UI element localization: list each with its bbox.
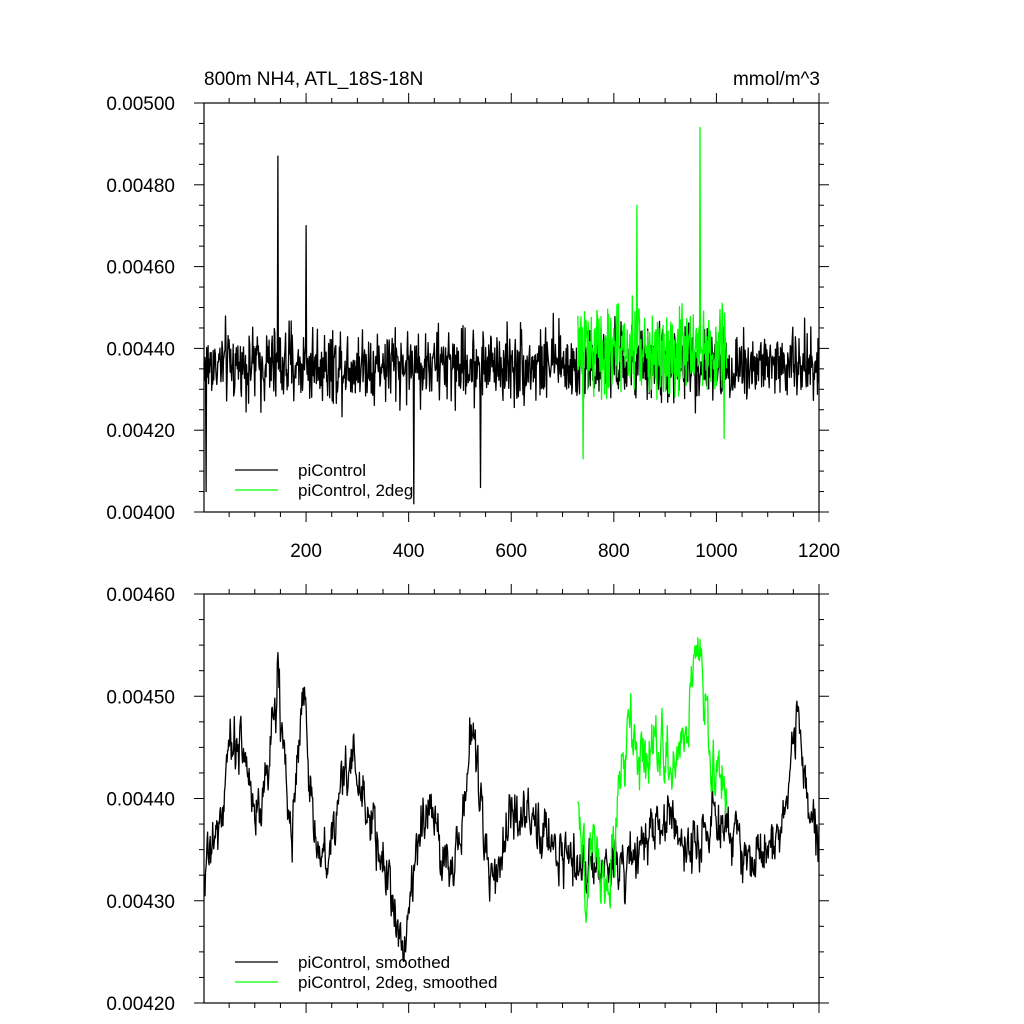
x-tick-label: 400 xyxy=(393,541,425,562)
top-ticks: 200 400 600 800 1000 1200 0.00400 0.00420 0.0044… xyxy=(106,93,840,562)
y-tick-label: 0.00460 xyxy=(106,585,175,606)
series-line-picontrol-smoothed xyxy=(203,651,820,963)
legend-label-picontrol-2deg-smoothed: piControl, 2deg, smoothed xyxy=(298,973,497,992)
y-tick-label: 0.00450 xyxy=(106,687,175,708)
y-tick-label: 0.00400 xyxy=(106,503,175,524)
series-line-picontrol-2deg xyxy=(577,126,728,460)
top-series-group xyxy=(203,126,820,505)
x-tick-label: 200 xyxy=(290,541,322,562)
legend-label-picontrol-2deg: piControl, 2deg xyxy=(298,481,413,500)
legend-label-picontrol-smoothed: piControl, smoothed xyxy=(298,953,450,972)
top-legend: piControl piControl, 2deg xyxy=(235,461,413,500)
x-tick-label: 1000 xyxy=(695,541,737,562)
bottom-series-group xyxy=(203,637,820,963)
bottom-legend: piControl, smoothed piControl, 2deg, smo… xyxy=(235,953,497,992)
top-frame xyxy=(203,102,820,513)
y-tick-label: 0.00420 xyxy=(106,421,175,442)
y-tick-label: 0.00440 xyxy=(106,790,175,811)
series-line-picontrol xyxy=(203,155,820,505)
y-tick-label: 0.00480 xyxy=(106,176,175,197)
x-tick-label: 1200 xyxy=(798,541,840,562)
series-line-picontrol-2deg-smoothed xyxy=(577,637,728,923)
y-tick-label: 0.00500 xyxy=(106,94,175,115)
top-units: mmol/m^3 xyxy=(733,69,820,90)
top-panel: 800m NH4, ATL_18S-18N mmol/m^3 200 400 600… xyxy=(106,69,840,562)
top-title: 800m NH4, ATL_18S-18N xyxy=(204,69,423,90)
y-tick-label: 0.00440 xyxy=(106,339,175,360)
x-tick-label: 600 xyxy=(495,541,527,562)
bottom-panel: 0.00420 0.00430 0.00440 0.00450 0.00460 piCo… xyxy=(106,584,829,1015)
legend-label-picontrol: piControl xyxy=(298,461,366,480)
y-tick-label: 0.00430 xyxy=(106,892,175,913)
y-tick-label: 0.00460 xyxy=(106,258,175,279)
x-tick-label: 800 xyxy=(598,541,630,562)
bottom-ticks: 0.00420 0.00430 0.00440 0.00450 0.00460 xyxy=(106,584,829,1015)
y-tick-label: 0.00420 xyxy=(106,994,175,1015)
